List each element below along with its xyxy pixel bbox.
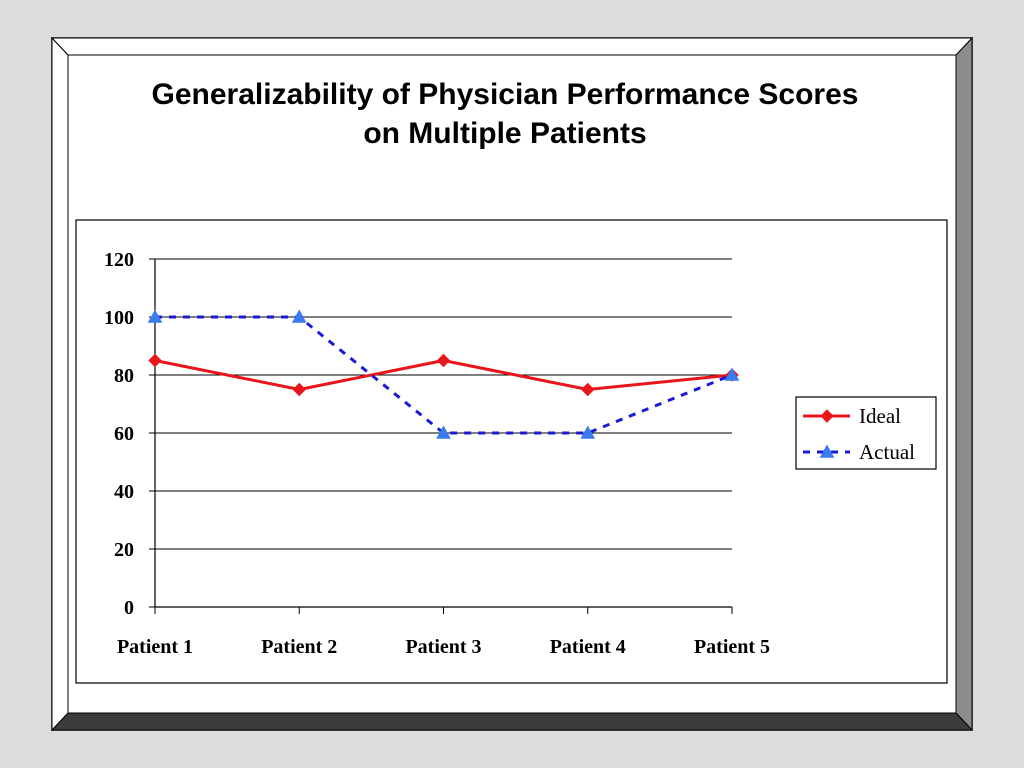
y-axis-ticks: 0 20 40 60 80 100 120 xyxy=(104,249,134,619)
x-tick-label: Patient 3 xyxy=(405,636,481,658)
x-tick-label: Patient 4 xyxy=(550,636,626,658)
y-tick-label: 100 xyxy=(104,307,134,329)
legend: Ideal Actual xyxy=(795,396,937,470)
y-tick-label: 80 xyxy=(114,365,134,387)
y-tick-label: 60 xyxy=(114,423,134,445)
chart-title-line-1: Generalizability of Physician Performanc… xyxy=(152,78,859,111)
legend-items: Ideal Actual xyxy=(803,404,915,464)
legend-box xyxy=(795,396,937,470)
x-tick-label: Patient 1 xyxy=(117,636,193,658)
legend-label: Actual xyxy=(859,440,915,464)
series-ideal-point xyxy=(436,353,451,368)
y-tick-label: 0 xyxy=(124,597,134,619)
chart-title-line-2: on Multiple Patients xyxy=(363,117,646,150)
y-tick-label: 120 xyxy=(104,249,134,271)
series-ideal-point xyxy=(292,382,306,397)
series-actual xyxy=(147,309,740,439)
series-ideal xyxy=(148,353,739,397)
legend-item-actual: Actual xyxy=(803,440,915,464)
legend-item-ideal: Ideal xyxy=(803,404,901,428)
series-ideal-point xyxy=(148,353,162,368)
series-actual-point xyxy=(436,425,451,439)
y-tick-label: 20 xyxy=(114,539,134,561)
series-layer xyxy=(147,309,740,439)
x-tick-label: Patient 5 xyxy=(694,636,770,658)
chart-title: Generalizability of Physician Performanc… xyxy=(152,78,859,150)
series-actual-point xyxy=(147,309,163,323)
legend-label: Ideal xyxy=(859,404,901,428)
series-actual-point xyxy=(291,309,307,323)
x-axis-ticks: Patient 1 Patient 2 Patient 3 Patient 4 Pati… xyxy=(117,636,770,658)
series-actual-point xyxy=(580,425,596,439)
legend-swatch-marker xyxy=(820,409,834,423)
legend-swatch-marker xyxy=(819,444,835,458)
series-actual-point xyxy=(724,367,740,381)
x-tick-label: Patient 2 xyxy=(261,636,337,658)
series-ideal-point xyxy=(581,382,595,397)
y-tick-label: 40 xyxy=(114,481,134,503)
